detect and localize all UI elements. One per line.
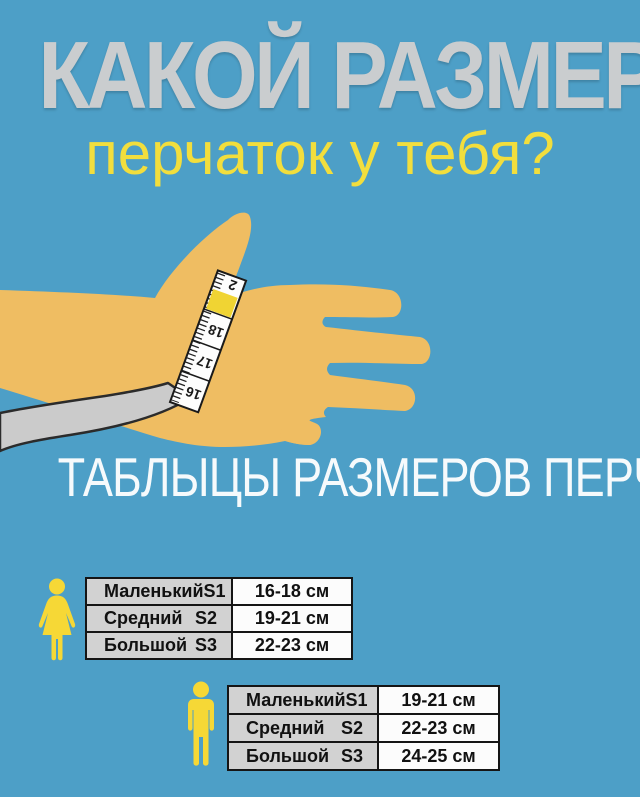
size-code: S2: [340, 717, 363, 738]
section-heading: ТАБЛЫЦЫ РАЗМЕРОВ ПЕРЧАТОК: [57, 446, 640, 508]
tape-number-18: 18: [206, 321, 226, 341]
men-row-medium-label: Средний S2: [229, 715, 377, 741]
men-size-table: Маленький S1 19-21 см Средний S2 22-23 с…: [227, 685, 500, 771]
page-title: КАКОЙ РАЗМЕР: [38, 22, 640, 129]
size-code: S3: [194, 635, 217, 655]
size-label: Маленький: [104, 581, 204, 601]
pinky-finger: [280, 417, 321, 445]
women-row-small-value: 16-18 см: [233, 579, 351, 604]
man-icon: [188, 681, 214, 766]
men-row-large-label: Большой S3: [229, 743, 377, 769]
size-label: Большой: [104, 635, 188, 655]
page-subtitle: перчаток у тебя?: [85, 120, 555, 187]
tape-ribbon: [0, 381, 192, 453]
tape-yellow-marker: [206, 288, 238, 318]
size-code: S1: [203, 581, 226, 601]
size-label: Средний: [246, 717, 325, 738]
tape-number-17: 17: [194, 352, 214, 372]
women-size-table: Маленький S1 16-18 см Средний S2 19-21 с…: [85, 577, 353, 660]
men-row-small-label: Маленький S1: [229, 687, 377, 713]
women-row-large-label: Большой S3: [87, 633, 231, 658]
measuring-tape: 16 17 18 2: [168, 269, 248, 414]
size-code: S2: [194, 608, 217, 628]
size-label: Большой: [246, 745, 330, 766]
tape-number-16: 16: [183, 383, 203, 403]
women-row-medium-label: Средний S2: [87, 606, 231, 631]
men-row-medium-value: 22-23 см: [379, 715, 498, 741]
women-row-large-value: 22-23 см: [233, 633, 351, 658]
woman-icon: [38, 578, 76, 661]
hand-illustration: 16 17 18 2: [0, 212, 431, 453]
men-row-large-value: 24-25 см: [379, 743, 498, 769]
women-row-small-label: Маленький S1: [87, 579, 231, 604]
men-row-small-value: 19-21 см: [379, 687, 498, 713]
size-label: Маленький: [246, 689, 346, 710]
size-code: S1: [345, 689, 368, 710]
size-code: S3: [340, 745, 363, 766]
women-row-medium-value: 19-21 см: [233, 606, 351, 631]
size-label: Средний: [104, 608, 183, 628]
